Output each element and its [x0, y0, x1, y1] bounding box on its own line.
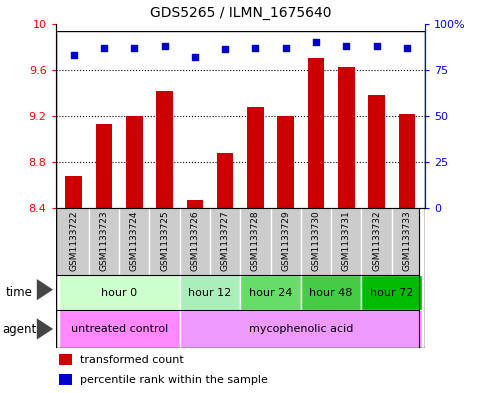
Bar — [368, 95, 385, 208]
Bar — [217, 153, 233, 208]
Bar — [59, 374, 72, 385]
Text: hour 48: hour 48 — [310, 288, 353, 298]
Bar — [59, 354, 72, 365]
Bar — [338, 68, 355, 208]
Text: time: time — [6, 286, 33, 299]
Bar — [96, 124, 113, 208]
Text: GSM1133727: GSM1133727 — [221, 210, 229, 271]
Bar — [308, 58, 325, 208]
Point — [70, 52, 78, 58]
Bar — [398, 114, 415, 208]
Point — [403, 44, 411, 51]
Bar — [301, 275, 361, 310]
Point — [100, 44, 108, 51]
Bar — [277, 116, 294, 208]
Text: hour 72: hour 72 — [370, 288, 413, 298]
Bar — [241, 275, 301, 310]
Bar — [156, 90, 173, 208]
Text: GSM1133731: GSM1133731 — [342, 210, 351, 271]
Text: GSM1133724: GSM1133724 — [130, 210, 139, 271]
Text: hour 0: hour 0 — [101, 288, 137, 298]
Text: GSM1133732: GSM1133732 — [372, 210, 381, 271]
Bar — [361, 275, 422, 310]
Text: GSM1133725: GSM1133725 — [160, 210, 169, 271]
Point — [221, 46, 229, 53]
Point — [252, 44, 259, 51]
Point — [191, 54, 199, 60]
Bar — [180, 310, 422, 348]
Text: GSM1133733: GSM1133733 — [402, 210, 412, 271]
Bar — [247, 107, 264, 208]
Point — [312, 39, 320, 45]
Point — [282, 44, 290, 51]
Bar — [126, 116, 142, 208]
Text: agent: agent — [2, 323, 37, 336]
Text: hour 12: hour 12 — [188, 288, 232, 298]
Bar — [58, 275, 180, 310]
Point — [130, 44, 138, 51]
Bar — [58, 310, 180, 348]
Text: percentile rank within the sample: percentile rank within the sample — [80, 375, 268, 385]
Title: GDS5265 / ILMN_1675640: GDS5265 / ILMN_1675640 — [150, 6, 331, 20]
Polygon shape — [37, 318, 53, 340]
Bar — [186, 200, 203, 208]
Point — [373, 42, 381, 49]
Text: GSM1133723: GSM1133723 — [99, 210, 109, 271]
Text: hour 24: hour 24 — [249, 288, 292, 298]
Text: mycophenolic acid: mycophenolic acid — [249, 324, 353, 334]
Text: GSM1133729: GSM1133729 — [281, 210, 290, 271]
Text: GSM1133730: GSM1133730 — [312, 210, 321, 271]
Bar — [180, 275, 241, 310]
Text: GSM1133722: GSM1133722 — [69, 210, 78, 271]
Polygon shape — [37, 279, 53, 300]
Point — [161, 42, 169, 49]
Text: GSM1133728: GSM1133728 — [251, 210, 260, 271]
Point — [342, 42, 350, 49]
Bar — [65, 176, 82, 208]
Text: untreated control: untreated control — [71, 324, 168, 334]
Text: transformed count: transformed count — [80, 355, 184, 365]
Text: GSM1133726: GSM1133726 — [190, 210, 199, 271]
